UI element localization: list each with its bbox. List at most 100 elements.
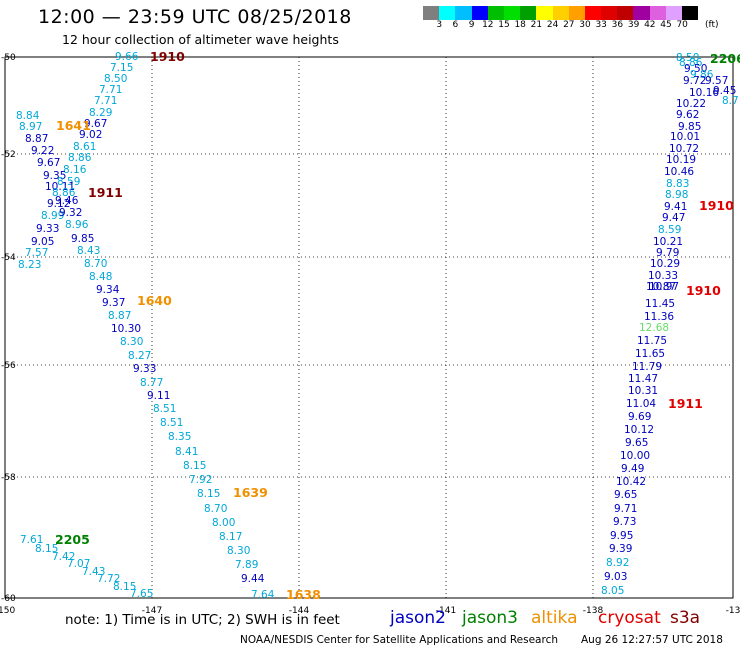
wave-height-value: 8.50 [104,73,127,85]
wave-height-value: 7.71 [94,95,117,107]
wave-height-value: 8.15 [113,581,136,593]
wave-height-value: 8.51 [160,417,183,429]
wave-height-value: 9.85 [71,233,94,245]
satellite-legend-jason2: jason2 [390,608,446,628]
color-swatch [568,6,585,20]
wave-height-value: 9.32 [59,207,82,219]
wave-height-value: 10.42 [616,476,646,488]
wave-height-value: 10.72 [669,143,699,155]
color-swatch [682,6,699,20]
latitude-label: -58 [1,473,16,483]
wave-height-value: 9.72 [683,75,706,87]
longitude-label: -13 [726,606,740,616]
wave-height-value: 7.43 [82,566,105,578]
wave-height-value: 7.42 [52,551,75,563]
map-frame [4,56,734,599]
wave-height-value: 8.92 [606,557,629,569]
color-swatch [617,6,634,20]
wave-height-value: 8.29 [89,107,112,119]
longitude-label: -150 [0,606,15,616]
color-swatch [649,6,666,20]
color-swatch [455,6,472,20]
satellite-legend-jason3: jason3 [462,608,518,628]
wave-height-value: 7.65 [130,588,153,600]
color-scale-label: 15 [498,20,510,30]
wave-height-value: 9.41 [664,201,687,213]
longitude-label: -141 [436,606,456,616]
wave-height-value: 8.00 [212,517,235,529]
wave-height-value: 8.17 [219,531,242,543]
footer-timestamp: Aug 26 12:27:57 UTC 2018 [581,634,723,646]
color-scale-unit: (ft) [705,20,719,30]
wave-height-value: 8.86 [679,57,703,69]
wave-height-value: 9.50 [684,63,707,75]
wave-height-value: 7.89 [235,559,258,571]
pass-time-label: 1638 [286,587,321,602]
wave-height-value: 9.49 [621,463,644,475]
color-scale-label: 33 [595,20,607,30]
wave-height-value: 8.43 [77,245,100,257]
page-title: 12:00 — 23:59 UTC 08/25/2018 [38,6,352,28]
wave-height-value: 7.71 [99,84,122,96]
wave-height-value: 10.30 [111,323,141,335]
color-scale-label: 39 [627,20,640,30]
wave-height-value: 8.7 [722,95,739,107]
wave-height-value: 9.79 [656,247,679,259]
wave-height-value: 8.59 [57,176,80,188]
pass-time-label: 1911 [668,396,703,411]
color-swatch [439,6,456,20]
wave-height-value: 9.22 [31,145,54,157]
wave-height-value: 8.16 [63,164,87,176]
pass-time-label: 1639 [233,485,268,500]
latitude-label: -60 [1,594,16,604]
wave-height-value: 8.70 [84,258,107,270]
wave-height-value: 10.22 [676,98,706,110]
pass-time-label: 1910 [699,198,734,213]
wave-height-value: 9.73 [613,516,636,528]
wave-height-value: 8.83 [666,178,689,190]
color-scale-label: 70 [676,20,688,30]
color-swatch [520,6,537,20]
longitude-label: -138 [583,606,604,616]
wave-height-value: 10.33 [648,270,678,282]
color-swatch [601,6,618,20]
color-swatch [665,6,682,20]
wave-height-value: 11.47 [628,373,658,385]
wave-height-value: 8.23 [18,259,41,271]
wave-height-value: 8.05 [601,585,624,597]
wave-height-value: 7.92 [189,474,212,486]
color-swatch [584,6,602,20]
wave-height-value: 9.85 [678,121,701,133]
wave-height-value: 10.12 [624,424,654,436]
wave-height-value: 9.12 [47,198,70,210]
wave-height-value: 8.99 [41,210,64,222]
latitude-label: -50 [1,53,16,63]
wave-height-value: 8.70 [204,503,227,515]
color-scale-label: 42 [644,20,656,30]
wave-height-value: 8.27 [128,350,151,362]
wave-height-value: 9.03 [604,571,627,583]
color-scale-bar [423,6,699,20]
latitude-label: -52 [1,150,16,160]
wave-height-value: 11.79 [632,361,662,373]
color-scale-label: 27 [563,20,575,30]
pass-time-label: 1640 [137,293,172,308]
color-swatch [423,6,440,20]
wave-height-value: 9.67 [37,157,60,169]
pass-time-label: 1641 [56,118,91,133]
wave-height-value: 9.45 [713,85,736,97]
wave-height-value: 9.67 [84,118,107,130]
wave-height-value: 9.46 [55,195,79,207]
latitude-label: -54 [1,253,16,263]
color-swatch [536,6,553,20]
color-scale-label: 24 [546,20,559,30]
wave-height-value: 8.98 [665,189,688,201]
color-scale-label: 3 [436,20,443,30]
color-swatch [487,6,504,20]
wave-height-value: 8.87 [108,310,131,322]
longitude-label: -147 [142,606,162,616]
wave-height-value: 7.64 [251,589,275,601]
wave-height-value: 8.35 [168,431,191,443]
